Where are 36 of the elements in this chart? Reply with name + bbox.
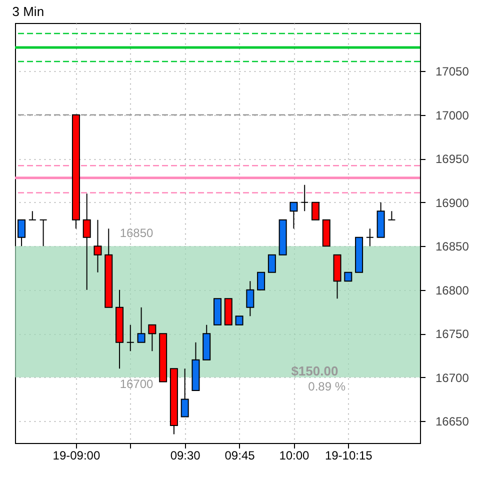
candlestick [246, 280, 254, 317]
candlestick [18, 219, 26, 247]
annotation: 0.89 % [308, 379, 346, 394]
candlestick [148, 324, 156, 352]
candlestick [311, 202, 320, 220]
candlestick [28, 210, 36, 220]
y-tick-label: 17050 [436, 64, 470, 79]
candlestick [290, 202, 298, 230]
candlestick [366, 228, 374, 247]
annotation: 16700 [120, 377, 154, 392]
candlestick [180, 368, 189, 418]
candlestick [257, 272, 266, 290]
y-tick-label: 16750 [436, 327, 470, 342]
x-tick-label: 10:00 [279, 448, 310, 462]
chart-title: 3 Min [12, 4, 44, 19]
annotation: 16850 [120, 226, 154, 240]
x-tick-label: 19-10:15 [324, 448, 373, 462]
x-tick-label: 09:30 [170, 448, 201, 462]
x-tick-label: 19-09:00 [52, 448, 100, 462]
candlestick [94, 219, 102, 273]
y-tick-label: 17000 [436, 108, 470, 122]
y-tick-label: 16950 [436, 152, 470, 166]
annotation: $150.00 [291, 364, 338, 379]
candlestick [137, 306, 146, 343]
candlestick [268, 254, 276, 273]
candlestick [82, 193, 91, 290]
y-tick-label: 16900 [436, 196, 470, 210]
y-tick-label: 16800 [436, 283, 470, 298]
y-tick-label: 16850 [436, 240, 470, 254]
y-tick-label: 16700 [436, 370, 470, 385]
y-tick-label: 16650 [436, 414, 470, 429]
candlestick [300, 184, 309, 212]
candlestick [126, 324, 134, 352]
candlestick [388, 210, 396, 220]
x-tick-label: 09:45 [224, 448, 256, 462]
candlestick [39, 219, 48, 247]
